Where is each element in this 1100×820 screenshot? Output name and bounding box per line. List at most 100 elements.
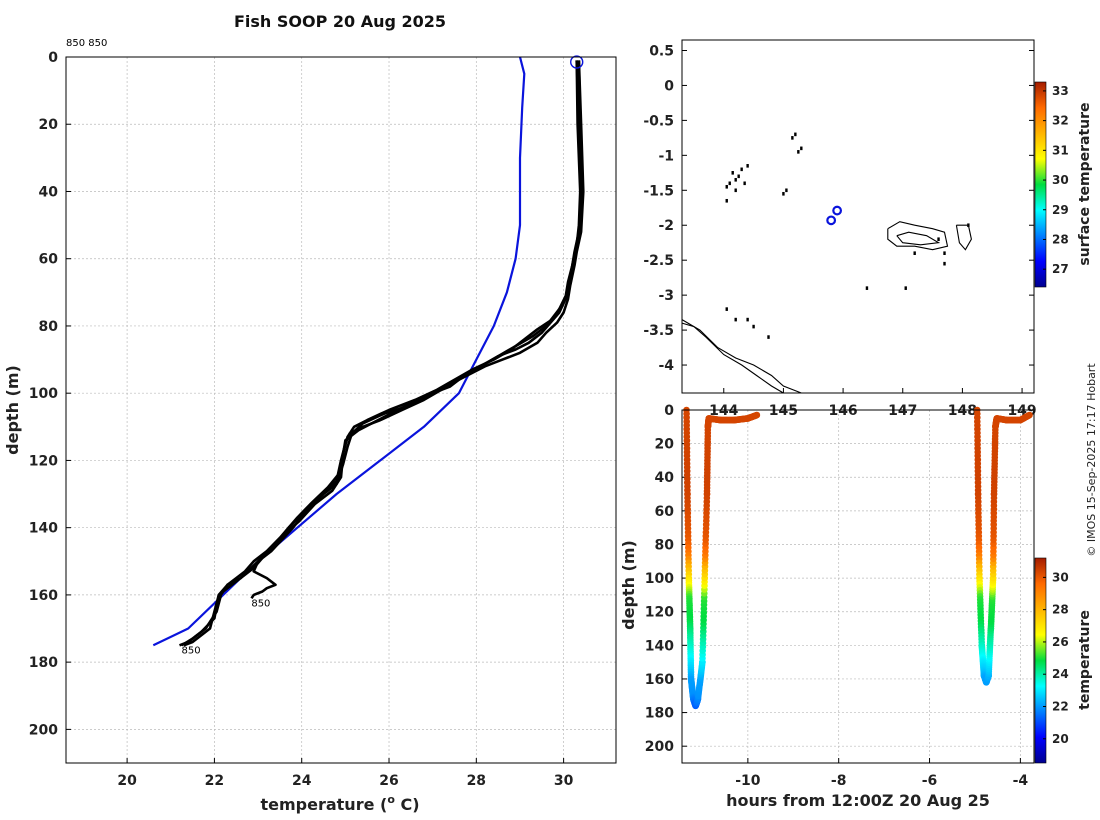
profile-series: 850 850 <box>152 55 585 656</box>
island <box>967 223 970 228</box>
island <box>740 167 743 172</box>
island <box>794 132 797 137</box>
depth-time-ytick-label: 120 <box>645 605 674 621</box>
map-ytick-label: -4 <box>658 358 674 374</box>
profile-line-climatology <box>152 56 526 647</box>
island <box>746 317 749 322</box>
profile-ytick-label: 60 <box>39 252 59 268</box>
depth-time-ytick-label: 180 <box>645 706 674 722</box>
depth-time-xtick-label: -4 <box>1013 773 1029 789</box>
map-ytick-label: -0.5 <box>643 113 674 129</box>
depth-time-xtick-label: -10 <box>735 773 761 789</box>
island <box>943 261 946 266</box>
map-colorbar-tick-label: 30 <box>1052 173 1069 187</box>
map-ytick-label: 0 <box>664 78 674 94</box>
map-colorbar-tick-label: 31 <box>1052 143 1069 157</box>
map-colorbar-ticks: 27 28 29 30 31 32 33 <box>1043 84 1069 276</box>
profile-ytick-label: 100 <box>29 386 58 402</box>
map-colorbar-tick-label: 27 <box>1052 262 1069 276</box>
profile-ytick-label: 0 <box>48 50 58 66</box>
profile-frame <box>65 56 617 764</box>
profile-xtick-label: 30 <box>554 773 574 789</box>
island <box>791 136 794 140</box>
depth-time-xtick-label: -6 <box>922 773 938 789</box>
island <box>725 307 728 311</box>
island <box>943 251 946 255</box>
depth-time-colorbar-tick-label: 24 <box>1052 667 1069 681</box>
map-xtick-label: 144 <box>709 403 738 419</box>
map-ytick-label: -3 <box>658 288 674 304</box>
figure-title: Fish SOOP 20 Aug 2025 <box>234 12 446 31</box>
island <box>865 286 869 290</box>
profile-ytick-label: 120 <box>29 453 58 469</box>
depth-time-ytick-label: 0 <box>664 403 674 419</box>
profile-ytick-label: 200 <box>29 722 58 738</box>
island <box>904 286 907 290</box>
map-ytick-label: -3.5 <box>643 323 674 339</box>
island <box>800 146 803 151</box>
island <box>734 188 737 193</box>
cast-location <box>832 205 843 216</box>
island <box>737 174 740 179</box>
map-colorbar-tick-label: 28 <box>1052 232 1069 246</box>
coastline <box>955 224 972 251</box>
island <box>725 198 728 203</box>
depth-time-ytick-label: 160 <box>645 672 674 688</box>
depth-time-colorbar-label: temperature <box>1077 610 1093 710</box>
island <box>937 237 940 242</box>
depth-time-frame <box>681 409 1035 764</box>
cast-end-label: 850 <box>251 598 270 609</box>
cast-location <box>826 215 837 226</box>
profile-xtick-label: 26 <box>379 773 398 789</box>
map-colorbar-tick-label: 33 <box>1052 84 1069 98</box>
map-xtick-label: 147 <box>888 403 917 419</box>
island <box>728 181 731 186</box>
profile-xlabel-sup: o <box>387 793 395 806</box>
depth-time-ytick-label: 100 <box>645 571 674 587</box>
credit: © IMOS 15-Sep-2025 17:17 Hobart <box>1085 363 1098 557</box>
depth-time-xlabel: hours from 12:00Z 20 Aug 25 <box>726 791 990 810</box>
depth-time-colorbar-tick-label: 20 <box>1052 732 1069 746</box>
depth-time-ylabel: depth (m) <box>619 540 638 630</box>
island <box>785 188 788 193</box>
island <box>752 324 755 329</box>
cast-end-label: 850 <box>181 645 200 656</box>
map-frame <box>681 39 1035 394</box>
profile-xtick-label: 22 <box>205 773 224 789</box>
depth-time-point <box>1026 411 1033 419</box>
profile-line-cast-1 <box>183 60 585 647</box>
depth-time-colorbar-tick-label: 22 <box>1052 700 1069 714</box>
map-colorbar-tick-label: 29 <box>1052 203 1069 217</box>
island <box>913 251 916 255</box>
island <box>731 171 734 175</box>
profile-xlabel-end: C) <box>395 795 420 814</box>
depth-time-colorbar-tick-label: 26 <box>1052 635 1069 649</box>
map-colorbar <box>1034 81 1047 288</box>
island <box>734 178 737 182</box>
profile-xtick-label: 20 <box>117 773 137 789</box>
depth-time-ytick-label: 140 <box>645 638 674 654</box>
coastline <box>896 231 941 246</box>
profile-ytick-label: 40 <box>39 184 59 200</box>
island <box>767 335 770 339</box>
profile-line-cast-3 <box>250 60 582 600</box>
profile-ytick-label: 80 <box>39 319 59 335</box>
profile-grid <box>66 56 616 763</box>
profile-ticks: 20 22 24 26 28 30 0 20 40 60 80 100 120 140 160 180 200 <box>29 50 574 789</box>
map-ticks: 0.5 0 -0.5 -1 -1.5 -2 -2.5 -3 -3.5 -4 144 145 146 147… <box>643 43 1036 419</box>
profile-ytick-label: 180 <box>29 655 58 671</box>
top-left-note: 850 850 <box>66 38 107 49</box>
depth-time-colorbar-tick-label: 30 <box>1052 570 1069 584</box>
depth-time-xtick-label: -8 <box>831 773 847 789</box>
map-ytick-label: -1.5 <box>643 183 674 199</box>
depth-time-ytick-label: 20 <box>655 437 675 453</box>
map-ytick-label: -1 <box>658 148 674 164</box>
profile-ytick-label: 20 <box>39 117 59 133</box>
island <box>743 181 746 186</box>
profile-ytick-label: 140 <box>29 521 58 537</box>
profile-xtick-label: 24 <box>292 773 312 789</box>
profile-line-cast-2 <box>181 60 583 647</box>
map-colorbar-tick-label: 32 <box>1052 114 1069 128</box>
